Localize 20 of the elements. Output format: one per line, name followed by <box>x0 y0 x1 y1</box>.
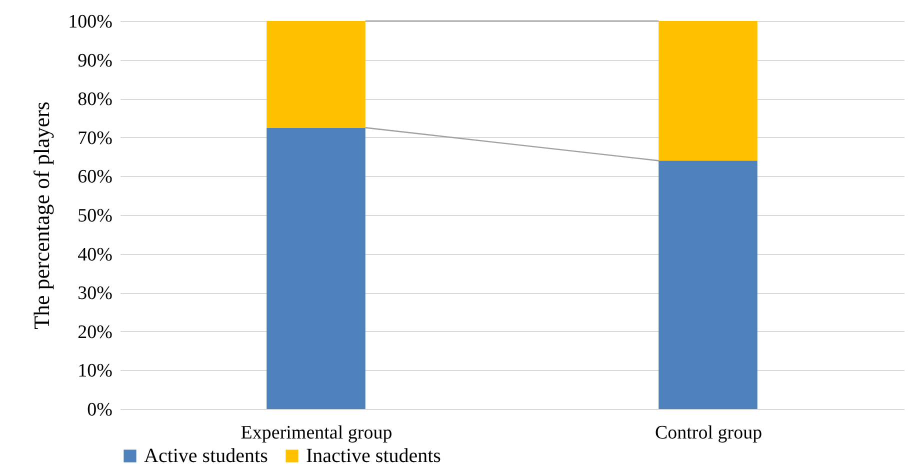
bar <box>658 160 758 409</box>
y-tick-label: 40% <box>78 244 113 266</box>
y-tick-label: 100% <box>68 12 113 32</box>
y-axis-title: The percentage of players <box>29 102 54 330</box>
bar <box>266 21 366 128</box>
y-tick-label: 20% <box>78 322 113 343</box>
y-tick-label: 10% <box>78 360 113 382</box>
y-tick-label: 80% <box>78 89 113 110</box>
y-tick-label: 90% <box>78 50 113 72</box>
y-tick-label: 50% <box>78 206 113 226</box>
legend-label: Inactive students <box>306 445 442 467</box>
bar <box>658 21 758 161</box>
y-tick-label: 60% <box>78 166 113 188</box>
legend-label: Active students <box>144 445 268 467</box>
x-tick-label: Control group <box>654 422 762 444</box>
y-tick-label: 30% <box>78 283 113 304</box>
y-tick-label: 70% <box>78 128 113 149</box>
bar <box>266 128 366 409</box>
x-tick-label: Experimental group <box>240 422 392 444</box>
y-tick-label: 0% <box>87 400 113 420</box>
